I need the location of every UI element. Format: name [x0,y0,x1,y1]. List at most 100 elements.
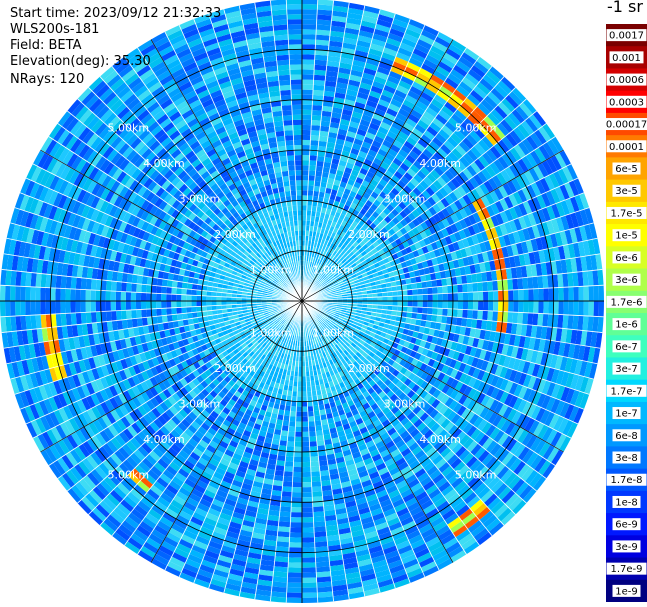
range-bin-cell [573,301,579,316]
range-bin-cell [317,277,323,283]
range-bin-cell [433,165,445,177]
range-bin-cell [440,56,456,69]
range-bin-cell [342,145,352,153]
range-bin-cell [291,497,302,503]
range-bin-cell [302,195,308,201]
range-bin-cell [277,526,291,533]
range-bin-cell [390,174,401,184]
range-bin-cell [497,279,504,291]
range-bin-cell [408,190,418,200]
range-bin-cell [436,362,445,372]
range-bin-cell [353,54,368,63]
range-bin-cell [343,317,349,322]
range-bin-cell [314,268,318,275]
range-bin-cell [598,285,604,301]
range-bin-cell [389,28,405,38]
range-bin-cell [544,175,555,191]
range-bin-cell [587,239,596,256]
range-bin-cell [339,57,354,65]
range-bin-cell [480,271,488,283]
range-bin-cell [528,301,534,314]
range-bin-cell [308,165,317,171]
range-bin-cell [541,160,554,176]
range-bin-cell [447,308,453,317]
range-bin-cell [421,260,429,269]
range-bin-cell [324,311,330,315]
range-bin-cell [533,165,545,180]
range-bin-cell [357,297,363,301]
range-bin-cell [312,491,323,498]
range-bin-cell [583,224,593,241]
range-bin-cell [375,284,382,290]
range-bin-cell [466,355,475,366]
range-bin-cell [517,359,526,373]
range-bin-cell [284,466,294,472]
range-bin-cell [569,196,580,213]
range-bin-cell [291,486,302,493]
range-bin-cell [410,52,426,64]
range-bin-cell [420,91,434,103]
range-bin-cell [502,311,509,323]
range-bin-cell [578,286,584,301]
range-bin-cell [320,120,331,127]
range-bin-cell [384,135,396,145]
range-bin-cell [397,47,413,58]
range-bin-cell [429,45,446,57]
range-bin-cell [588,222,598,240]
range-bin-cell [302,517,314,523]
range-bin-cell [534,129,547,145]
range-bin-cell [522,227,531,242]
range-bin-cell [341,266,347,272]
range-bin-cell [331,112,342,119]
range-bin-cell [372,33,388,43]
range-bin-cell [424,209,433,219]
range-bin-cell [410,109,423,120]
range-bin-cell [435,132,447,144]
range-bin-cell [391,286,398,292]
range-bin-cell [554,355,563,371]
range-bin-cell [463,205,473,217]
range-bin-cell [490,202,500,216]
range-bin-cell [521,138,535,153]
range-bin-cell [467,292,474,301]
range-bin-cell [579,376,589,393]
range-bin-cell [393,183,404,193]
range-bin-cell [370,85,384,95]
range-bin-cell [560,371,570,387]
range-bin-cell [387,191,397,201]
range-bin-cell [414,123,427,135]
range-bin-cell [336,133,347,141]
range-bin-cell [522,214,532,228]
range-bin-cell [379,317,386,324]
range-bin-cell [430,74,445,86]
range-bin-cell [290,507,302,513]
range-bin-cell [449,324,457,334]
range-bin-cell [337,186,346,193]
range-bin-cell [532,313,539,326]
range-bin-cell [474,347,482,359]
range-bin-cell [402,289,408,296]
range-bin-cell [313,185,321,192]
range-bin-cell [462,152,475,165]
range-bin-cell [424,341,432,350]
range-bin-cell [391,330,398,338]
range-bin-cell [574,194,585,211]
range-bin-cell [311,267,315,273]
range-bin-cell [302,205,308,211]
range-bin-cell [307,406,314,412]
range-bin-cell [498,235,507,248]
range-bin-cell [407,295,413,301]
range-bin-cell [323,161,332,169]
range-bin-cell [518,385,528,400]
range-bin-cell [360,77,374,86]
range-bin-cell [329,194,337,201]
range-bin-cell [347,7,364,16]
range-bin-cell [289,532,302,538]
range-bin-cell [590,331,598,348]
range-bin-cell [354,250,361,257]
range-bin-cell [315,39,330,46]
range-bin-cell [517,123,531,139]
range-bin-cell [397,290,403,296]
range-bin-cell [517,229,526,243]
range-bin-cell [330,290,337,294]
